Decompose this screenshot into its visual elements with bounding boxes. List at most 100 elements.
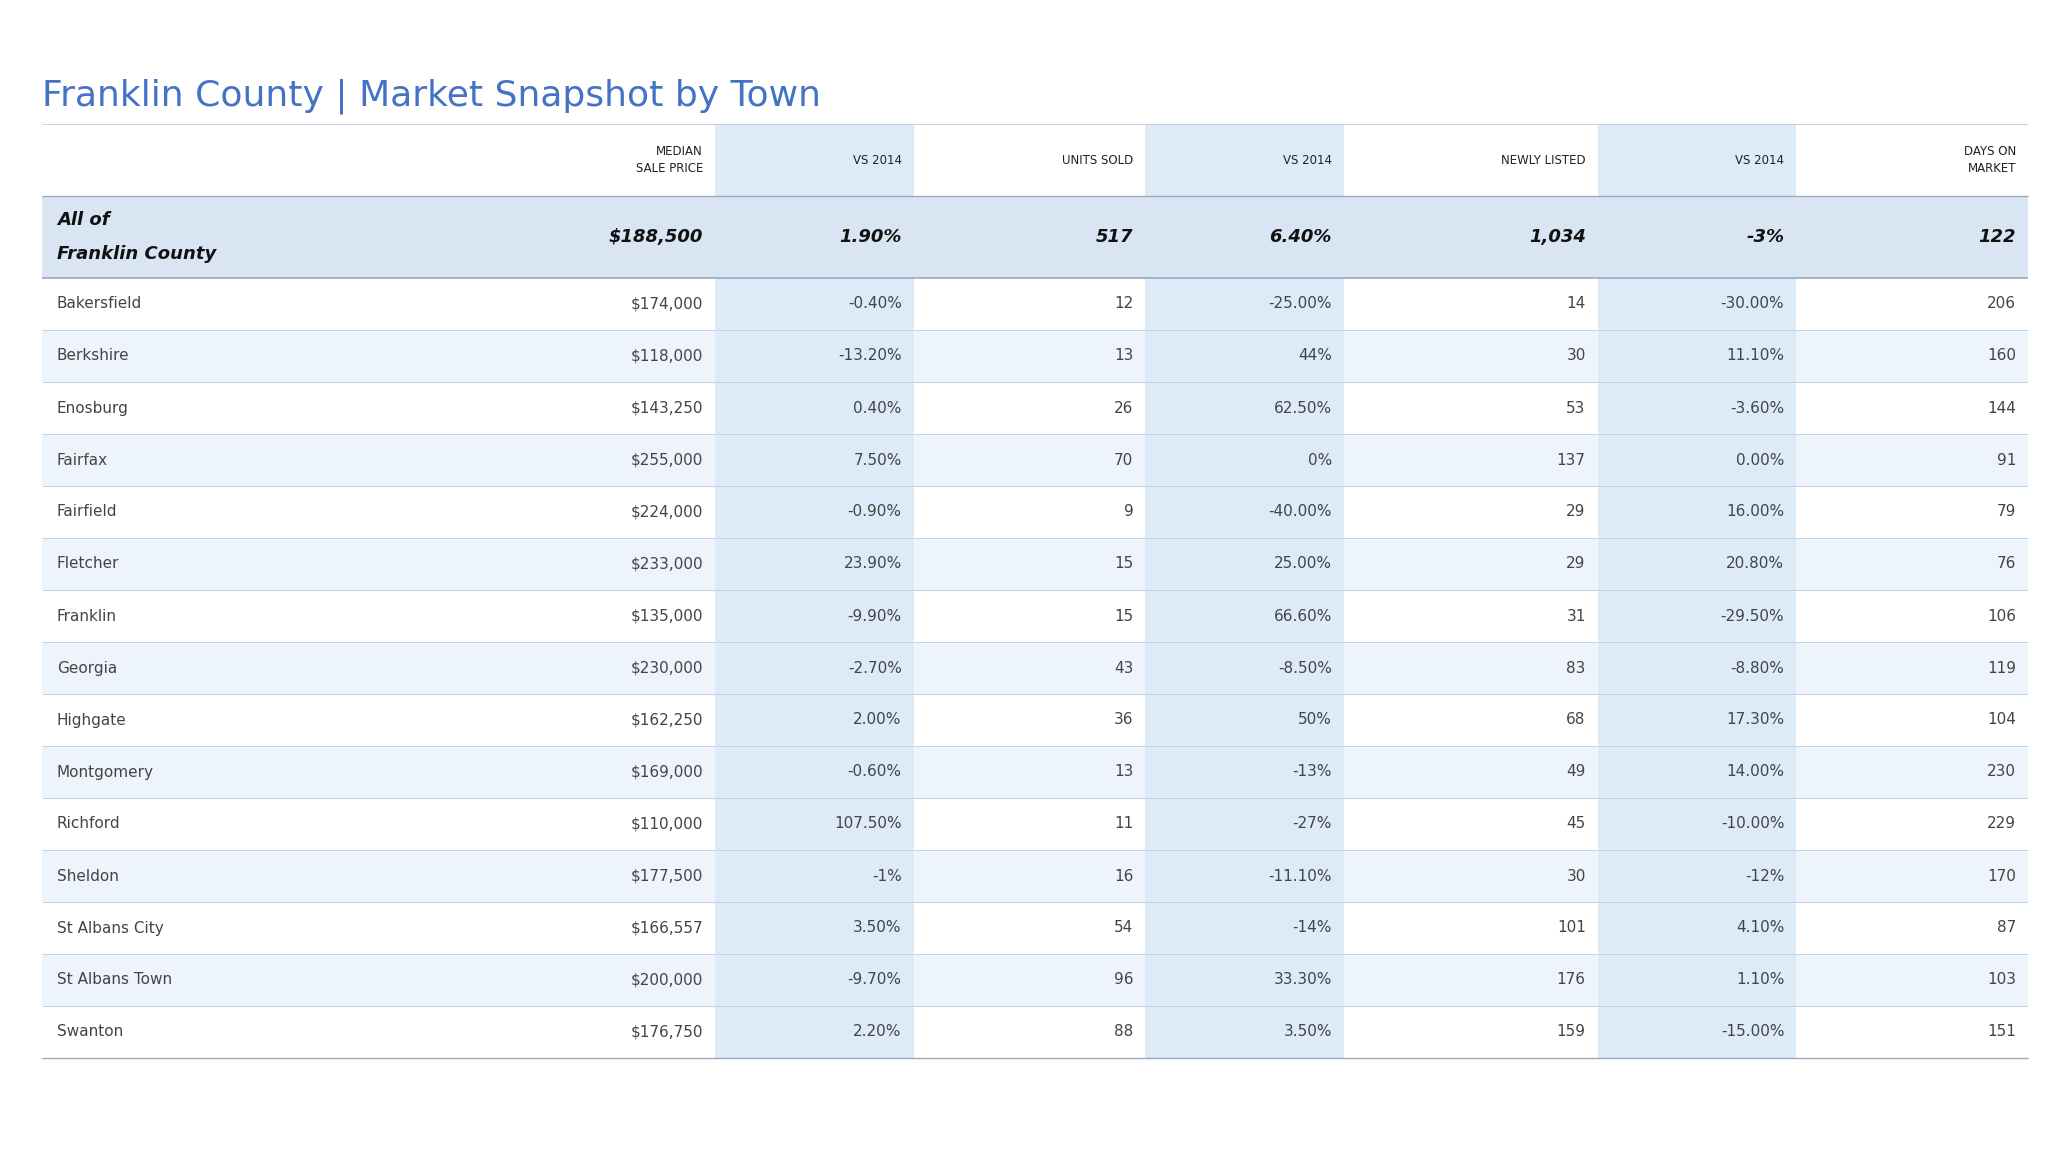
Text: 3.50%: 3.50% [1283,1024,1331,1039]
Text: 31: 31 [1567,609,1586,624]
Text: 106: 106 [1987,609,2016,624]
Bar [1343,434,1598,487]
Bar [1343,1006,1598,1058]
Text: Fletcher: Fletcher [58,556,120,572]
Text: $188,500: $188,500 [609,228,704,246]
Text: 96: 96 [1114,972,1134,987]
Text: UNITS SOLD: UNITS SOLD [1062,154,1134,166]
Bar [462,746,714,799]
Text: 137: 137 [1557,453,1586,468]
Text: $200,000: $200,000 [631,972,704,987]
Text: -27%: -27% [1292,816,1331,831]
Text: -9.70%: -9.70% [847,972,903,987]
Bar [1343,125,1598,196]
Bar [913,850,1145,902]
Text: 25.00%: 25.00% [1273,556,1331,572]
Text: Richford: Richford [58,816,120,831]
Text: 122: 122 [1979,228,2016,246]
Text: 1.10%: 1.10% [1737,972,1784,987]
Text: 170: 170 [1987,868,2016,883]
Text: -29.50%: -29.50% [1720,609,1784,624]
Bar [462,538,714,590]
Text: $169,000: $169,000 [631,765,704,780]
Text: 14: 14 [1567,297,1586,312]
Bar [714,125,913,196]
Text: 43: 43 [1114,660,1134,675]
Bar [41,902,462,954]
Text: 16.00%: 16.00% [1726,504,1784,519]
Text: 11.10%: 11.10% [1726,348,1784,363]
Bar [462,196,714,278]
Bar [913,590,1145,643]
Text: Berkshire: Berkshire [58,348,130,363]
Text: 26: 26 [1114,400,1134,416]
Bar [1797,746,2029,799]
Bar [1145,538,1343,590]
Text: Georgia: Georgia [58,660,118,675]
Text: 29: 29 [1567,504,1586,519]
Text: Bakersfield: Bakersfield [58,297,143,312]
Text: $255,000: $255,000 [631,453,704,468]
Text: 66.60%: 66.60% [1273,609,1331,624]
Text: 62.50%: 62.50% [1273,400,1331,416]
Bar [1145,434,1343,487]
Bar [1145,694,1343,746]
Text: -11.10%: -11.10% [1269,868,1331,883]
Bar [1797,1006,2029,1058]
Text: -25.00%: -25.00% [1269,297,1331,312]
Bar [1598,746,1797,799]
Text: $230,000: $230,000 [631,660,704,675]
Text: 30: 30 [1567,868,1586,883]
Text: 91: 91 [1998,453,2016,468]
Bar [1598,850,1797,902]
Bar [1797,902,2029,954]
Text: 23.90%: 23.90% [842,556,903,572]
Text: 88: 88 [1114,1024,1134,1039]
Bar [714,850,913,902]
Text: 0%: 0% [1308,453,1331,468]
Text: Montgomery: Montgomery [58,765,153,780]
Bar [462,643,714,694]
Bar [1343,487,1598,538]
Bar [1145,643,1343,694]
Text: -30.00%: -30.00% [1720,297,1784,312]
Bar [462,278,714,331]
Text: 15: 15 [1114,609,1134,624]
Text: $135,000: $135,000 [631,609,704,624]
Text: 13: 13 [1114,765,1134,780]
Bar [1145,799,1343,850]
Bar [1598,694,1797,746]
Bar [714,799,913,850]
Text: 44%: 44% [1298,348,1331,363]
Text: $224,000: $224,000 [631,504,704,519]
Text: 517: 517 [1095,228,1134,246]
Bar [462,1006,714,1058]
Bar [714,902,913,954]
Text: 14.00%: 14.00% [1726,765,1784,780]
Text: 36: 36 [1114,712,1134,728]
Text: Fairfax: Fairfax [58,453,108,468]
Text: 9: 9 [1124,504,1134,519]
Bar [1598,331,1797,382]
Bar [1598,954,1797,1006]
Text: 103: 103 [1987,972,2016,987]
Text: 17.30%: 17.30% [1726,712,1784,728]
Bar [913,125,1145,196]
Text: $110,000: $110,000 [631,816,704,831]
Text: $177,500: $177,500 [631,868,704,883]
Text: -12%: -12% [1745,868,1784,883]
Bar [714,746,913,799]
Text: 33.30%: 33.30% [1273,972,1331,987]
Text: -2.70%: -2.70% [849,660,903,675]
Text: 50%: 50% [1298,712,1331,728]
Bar [1145,954,1343,1006]
Bar [913,382,1145,434]
Text: 13: 13 [1114,348,1134,363]
Text: 76: 76 [1998,556,2016,572]
Text: $176,750: $176,750 [631,1024,704,1039]
Bar [1797,799,2029,850]
Text: 6.40%: 6.40% [1269,228,1331,246]
Bar [1797,590,2029,643]
Bar [714,487,913,538]
Text: 119: 119 [1987,660,2016,675]
